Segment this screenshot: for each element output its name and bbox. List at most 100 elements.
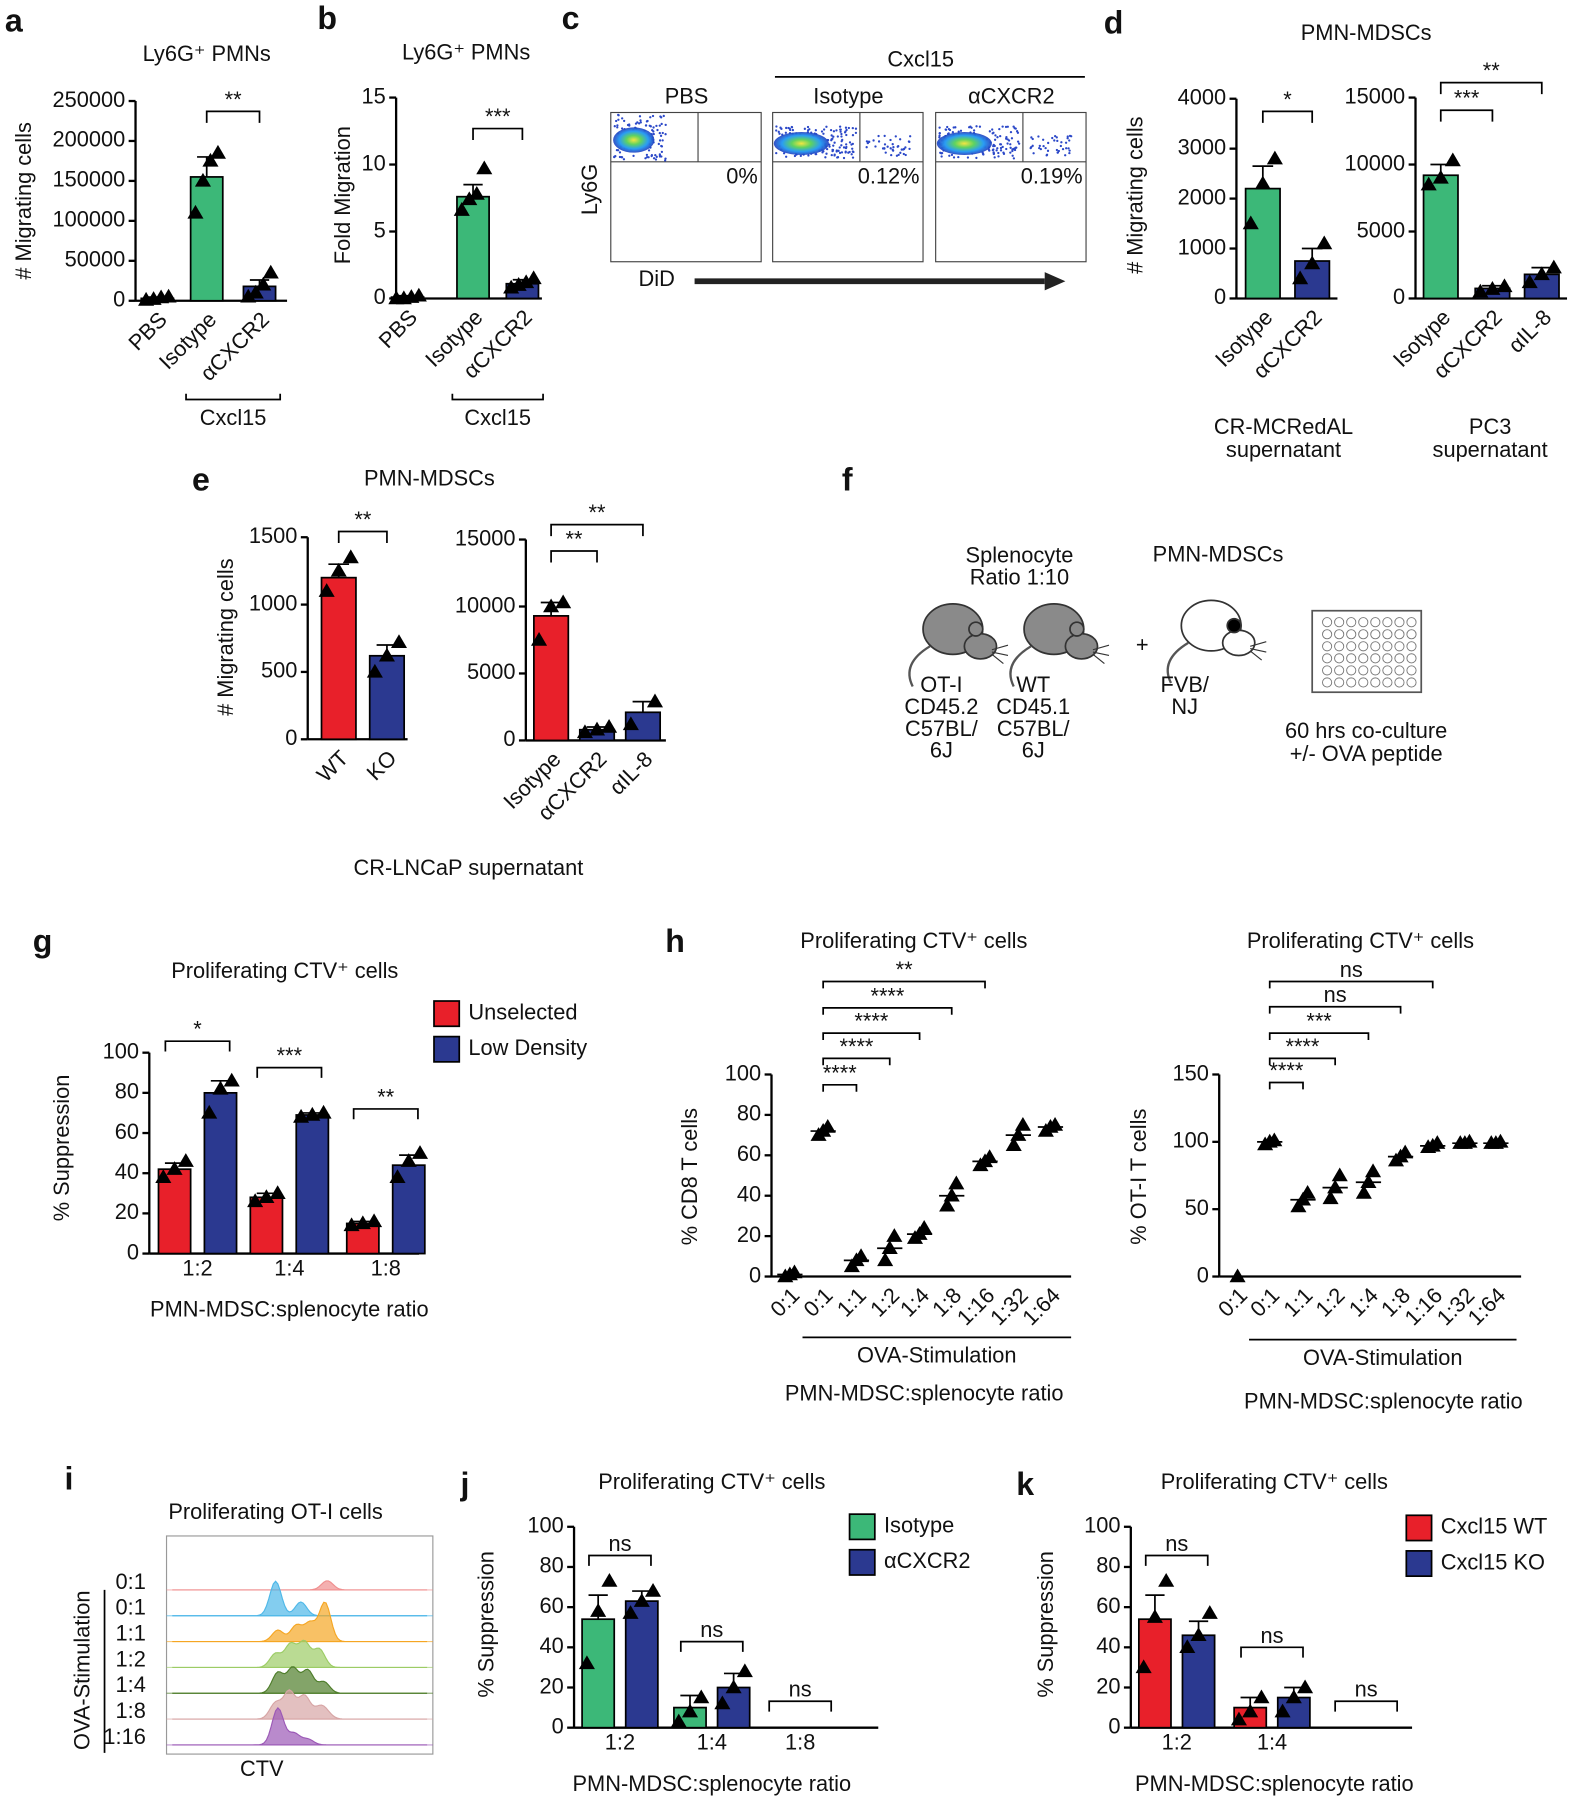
y-tick-label: 0 <box>285 725 297 750</box>
y-tick-label: 100000 <box>52 207 125 232</box>
sig-label: ns <box>608 1531 631 1556</box>
mouse-ear <box>968 621 984 637</box>
flow-percent: 0.19% <box>1021 164 1083 189</box>
flow-event <box>616 149 620 152</box>
flow-event <box>866 141 869 145</box>
y-tick-label: 100 <box>103 1038 139 1063</box>
x-tick-label: 1:2 <box>1311 1283 1350 1322</box>
sig-bracket <box>1268 980 1434 989</box>
well <box>1346 629 1357 640</box>
y-axis-label: % Suppression <box>49 1075 74 1222</box>
data-point <box>1364 1163 1382 1178</box>
sig-label: **** <box>1269 1058 1303 1083</box>
x-tick-label: 1:2 <box>182 1255 212 1280</box>
diagram-text: CD45.2 <box>904 694 978 719</box>
flow-event <box>662 114 665 118</box>
panel-letter: f <box>842 462 853 498</box>
diagram-text: PMN-MDSCs <box>1153 541 1284 566</box>
flow-event <box>1042 138 1045 141</box>
flow-event <box>877 134 880 138</box>
data-point <box>531 631 548 646</box>
data-point <box>194 172 211 187</box>
flow-event <box>840 135 843 138</box>
x-tick-label: 1:1 <box>832 1283 871 1322</box>
flow-event <box>622 158 626 161</box>
sig-bracket <box>1268 1081 1304 1090</box>
flow-event <box>637 122 641 125</box>
flow-event <box>1046 149 1050 152</box>
flow-y-label: Ly6G <box>577 164 602 215</box>
flow-event <box>839 128 842 131</box>
chart-title: Ly6G⁺ PMNs <box>402 40 530 65</box>
flow-event <box>992 144 995 148</box>
flow-event <box>780 127 783 130</box>
data-point <box>212 1080 229 1095</box>
flow-event <box>833 141 836 144</box>
flow-event <box>777 130 780 133</box>
flow-event <box>854 127 858 130</box>
chart-title: Proliferating CTV⁺ cells <box>800 928 1027 953</box>
flow-event <box>940 151 944 155</box>
data-point <box>155 1169 172 1183</box>
flow-event <box>851 147 854 150</box>
data-point <box>410 287 427 302</box>
flow-event <box>991 128 994 131</box>
data-point <box>262 264 279 279</box>
data-point <box>1010 1127 1027 1141</box>
flow-event <box>948 128 952 132</box>
flow-event <box>999 146 1003 150</box>
flow-event <box>1032 152 1035 155</box>
row-label: 1:2 <box>116 1646 146 1671</box>
flow-event <box>614 154 617 158</box>
data-point <box>1179 1639 1196 1654</box>
sig-bracket <box>679 1640 744 1652</box>
flow-event <box>944 128 947 131</box>
data-point <box>1521 274 1538 289</box>
chart-title: Proliferating CTV⁺ cells <box>171 958 398 983</box>
data-point <box>247 284 264 299</box>
flow-event <box>1009 130 1013 134</box>
flow-event <box>897 153 900 156</box>
sig-label: **** <box>1285 1034 1319 1059</box>
data-point <box>588 721 606 736</box>
sig-label: **** <box>870 983 904 1008</box>
y-tick-label: 20 <box>1096 1673 1120 1698</box>
well <box>1322 677 1333 688</box>
flow-event <box>661 139 664 142</box>
x-tick-label: WT <box>312 745 354 787</box>
flow-event <box>854 131 858 135</box>
y-axis-label: # Migrating cells <box>1122 116 1147 274</box>
well <box>1370 617 1381 628</box>
flow-event <box>835 150 838 153</box>
flow-event <box>967 126 971 129</box>
data-point <box>681 1703 699 1718</box>
flow-event <box>1009 143 1012 146</box>
well <box>1346 677 1357 688</box>
y-axis-label: # Migrating cells <box>213 558 238 716</box>
well <box>1406 653 1417 664</box>
flow-event <box>883 143 887 146</box>
y-tick-label: 0 <box>1393 284 1405 309</box>
flow-event <box>785 155 788 158</box>
flow-event <box>837 149 840 152</box>
data-point <box>1327 1179 1344 1194</box>
x-tick-label: PBS <box>374 304 423 353</box>
flow-event <box>650 154 653 158</box>
flow-event <box>999 143 1003 146</box>
y-tick-label: 1500 <box>249 523 298 548</box>
data-point <box>378 647 395 662</box>
group-label: OVA-Stimulation <box>857 1343 1017 1368</box>
y-tick-label: 0 <box>1197 1262 1209 1287</box>
well <box>1406 629 1417 640</box>
data-point <box>725 1679 742 1694</box>
flow-event <box>847 126 851 130</box>
flow-event <box>842 156 846 160</box>
data-point <box>366 1213 383 1228</box>
flow-event <box>832 144 835 147</box>
legend-swatch <box>848 1548 876 1576</box>
data-point <box>525 270 542 285</box>
data-point <box>853 1248 870 1263</box>
flow-event <box>840 140 843 143</box>
data-point <box>258 1189 275 1204</box>
group-label: Cxcl15 <box>887 47 954 72</box>
